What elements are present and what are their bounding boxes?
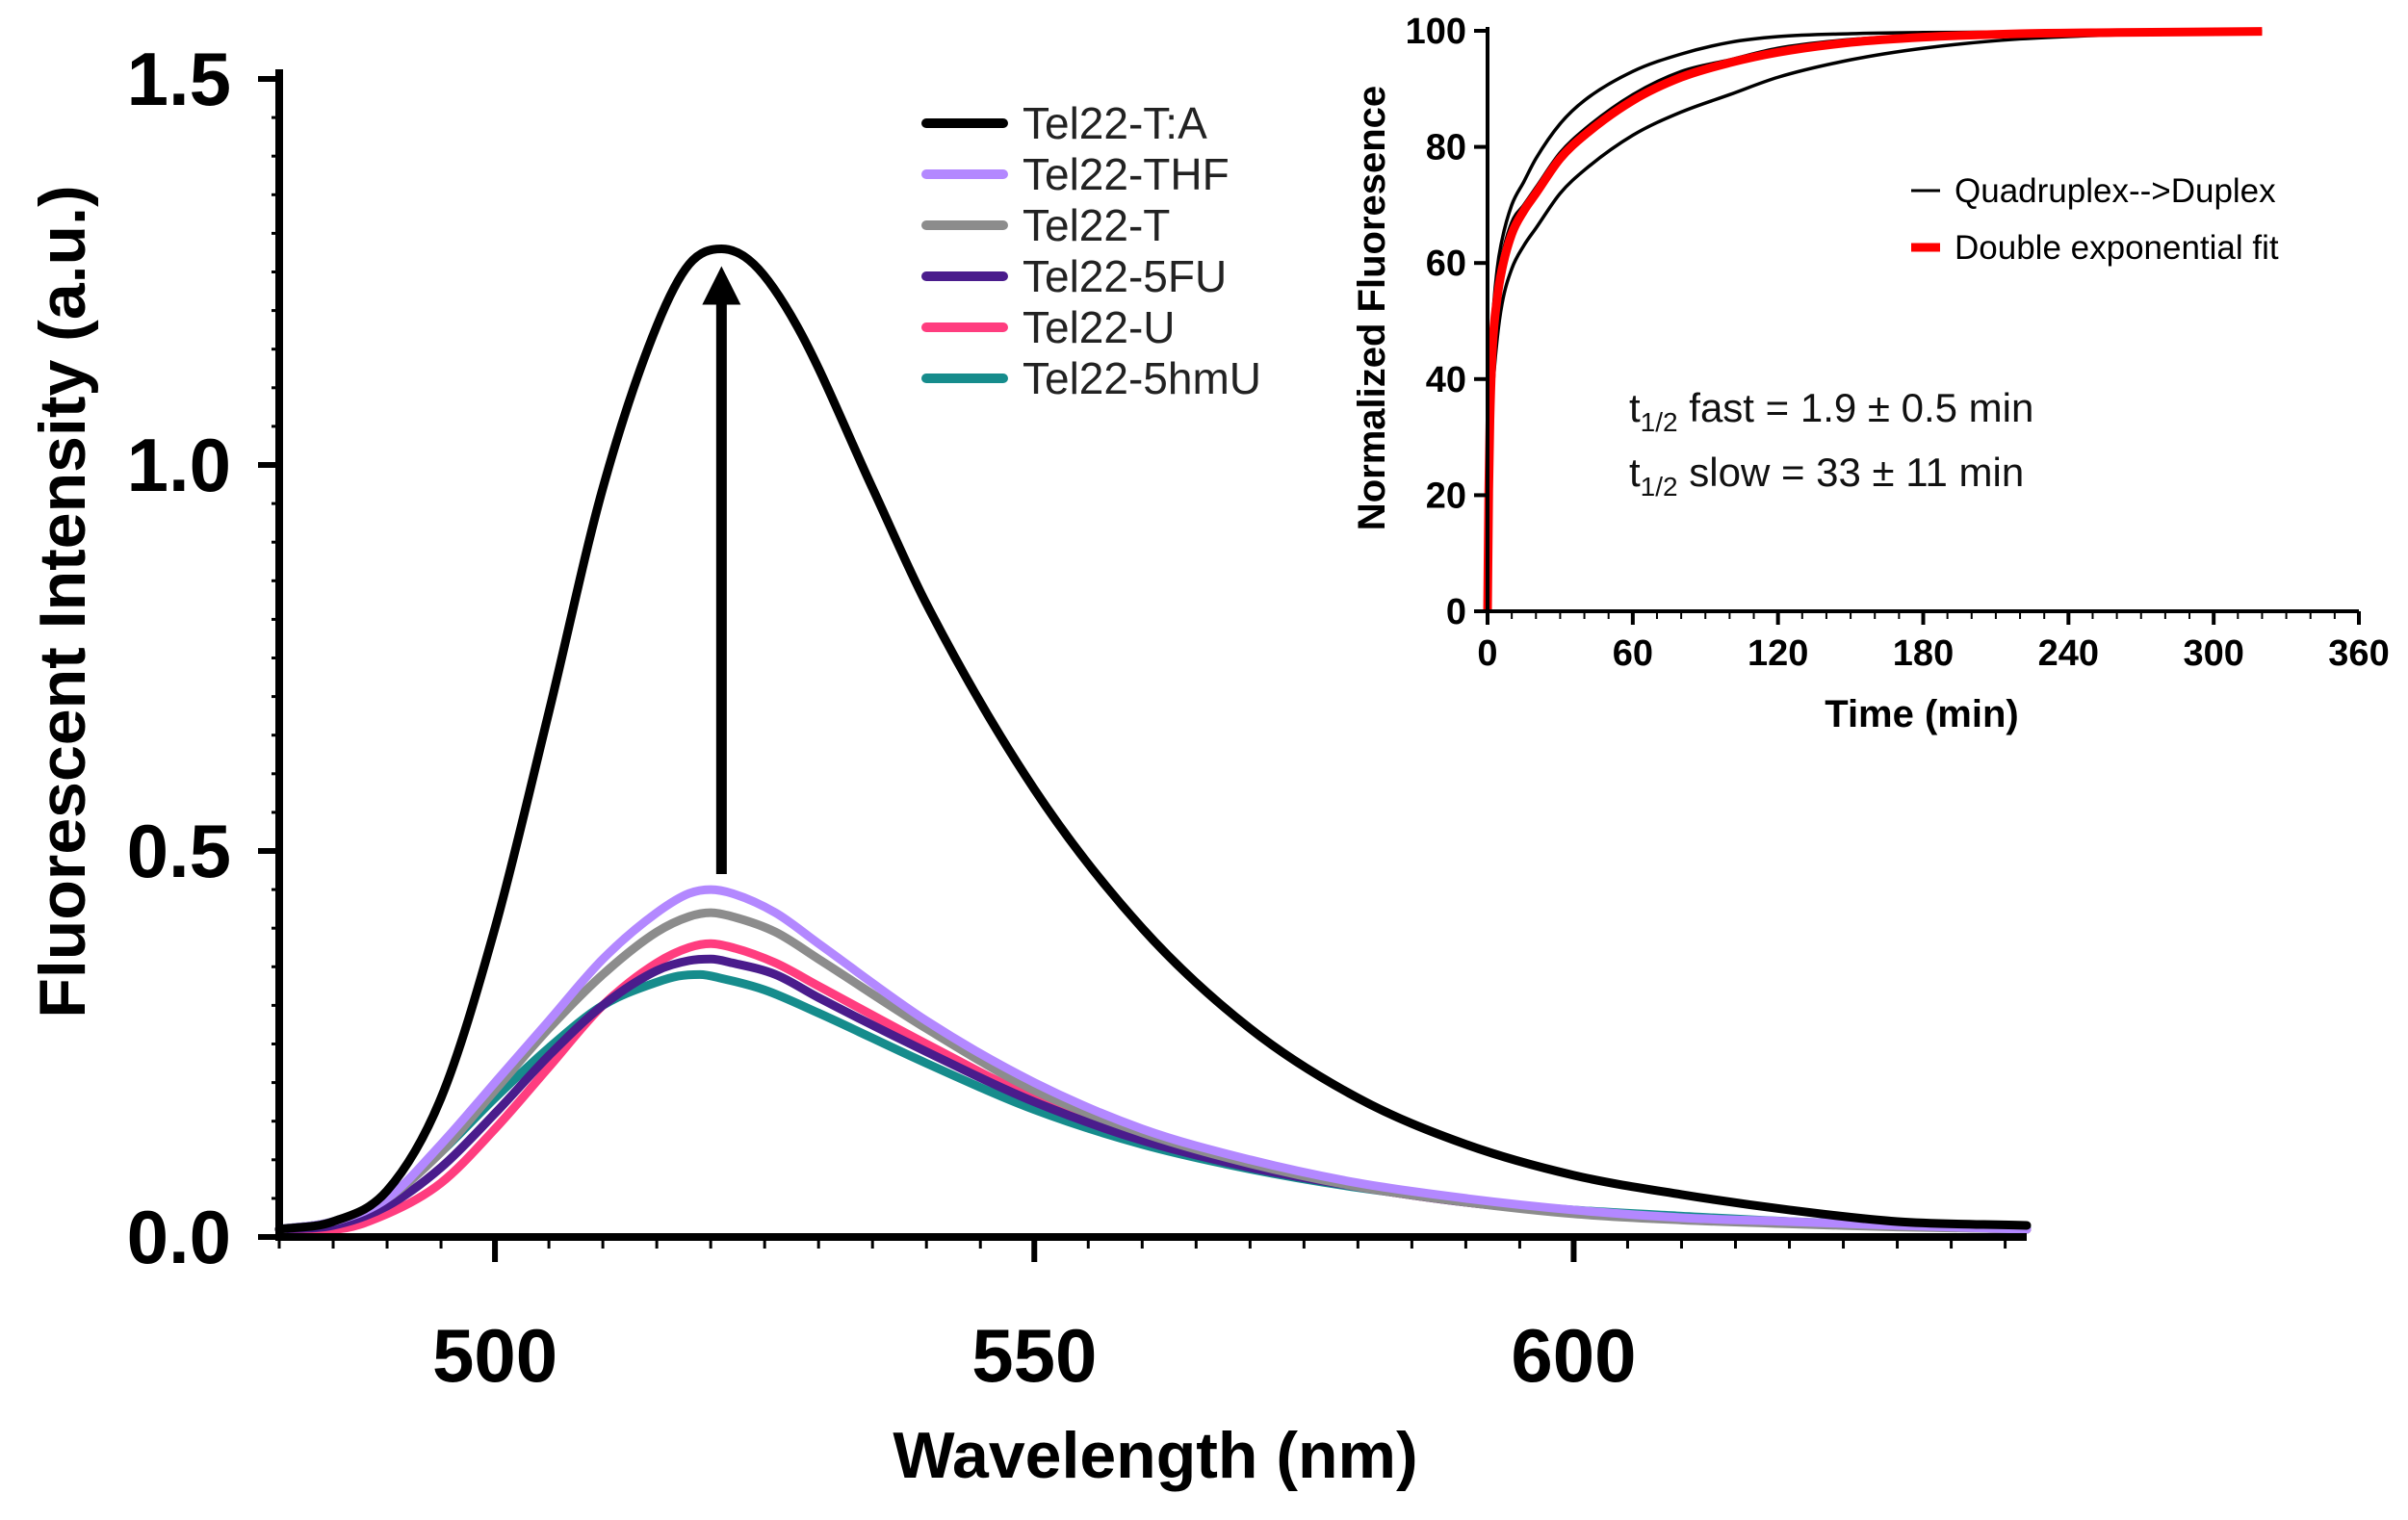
inset-fit-curve bbox=[1483, 27, 2263, 612]
main-legend: Tel22-T:ATel22-THFTel22-TTel22-5FUTel22-… bbox=[921, 98, 1261, 403]
main-axes bbox=[258, 69, 2027, 1262]
main-x-tick-label: 600 bbox=[1511, 1313, 1636, 1398]
half-life-annotations: t1/2 fast = 1.9 ± 0.5 min t1/2 slow = 33 … bbox=[1629, 385, 2033, 502]
inset-y-tick-label: 20 bbox=[1426, 476, 1466, 516]
inset-y-tick-label: 100 bbox=[1406, 12, 1466, 52]
legend-label-tel22-thf: Tel22-THF bbox=[1023, 149, 1230, 199]
series-line-tel22-5hmu bbox=[274, 969, 2032, 1234]
legend-label-tel22-5hmu: Tel22-5hmU bbox=[1023, 353, 1261, 403]
inset-y-axis-title: Normalized Fluoresence bbox=[1351, 86, 1393, 530]
inset-x-tick-label: 360 bbox=[2328, 633, 2389, 674]
main-y-tick-label: 0.0 bbox=[127, 1195, 231, 1279]
inset-x-tick-label: 120 bbox=[1748, 633, 1808, 674]
inset-y-tick-label: 0 bbox=[1446, 592, 1466, 632]
legend-label-tel22-5fu: Tel22-5FU bbox=[1023, 251, 1227, 301]
inset-x-tick-label: 0 bbox=[1477, 633, 1497, 674]
series-line-tel22-u bbox=[274, 939, 2032, 1234]
series-line-tel22-thf bbox=[274, 885, 2032, 1234]
inset-x-tick-label: 180 bbox=[1893, 633, 1954, 674]
half-life-text-1: t1/2 fast = 1.9 ± 0.5 min bbox=[1629, 385, 2033, 437]
main-series-group bbox=[274, 244, 2032, 1234]
legend-label-tel22-u: Tel22-U bbox=[1023, 302, 1176, 352]
main-x-axis-title: Wavelength (nm) bbox=[893, 1419, 1417, 1492]
inset-axes bbox=[1474, 27, 2361, 625]
main-x-tick-label: 550 bbox=[971, 1313, 1097, 1398]
inset-kinetics-chart: 0 20 40 60 80 100 0 60 120 180 240 300 360 Time (min… bbox=[1351, 12, 2390, 735]
legend-label-tel22-t: Tel22-T bbox=[1023, 200, 1170, 250]
main-y-tick-label: 1.5 bbox=[127, 37, 231, 121]
inset-y-tick-label: 60 bbox=[1426, 244, 1466, 284]
inset-x-tick-label: 60 bbox=[1613, 633, 1653, 674]
inset-x-tick-label: 240 bbox=[2038, 633, 2099, 674]
inset-x-axis-title: Time (min) bbox=[1825, 693, 2019, 735]
inset-y-tick-label: 80 bbox=[1426, 128, 1466, 168]
inset-legend: Quadruplex-->Duplex Double exponential fi… bbox=[1911, 172, 2279, 267]
half-life-text-2: t1/2 slow = 33 ± 11 min bbox=[1629, 450, 2024, 502]
inset-y-tick-label: 40 bbox=[1426, 360, 1466, 400]
main-y-tick-label: 0.5 bbox=[127, 809, 231, 893]
legend-label-tel22-t-a: Tel22-T:A bbox=[1023, 98, 1207, 148]
main-y-tick-label: 1.0 bbox=[127, 423, 231, 507]
inset-legend-label-quadruplex-duplex: Quadruplex-->Duplex bbox=[1955, 172, 2276, 210]
inset-x-tick-label: 300 bbox=[2183, 633, 2243, 674]
main-y-axis-title: Fluorescent Intensity (a.u.) bbox=[26, 185, 99, 1018]
main-arrow-annotation bbox=[702, 266, 741, 875]
inset-series-group bbox=[1483, 27, 2263, 612]
inset-legend-label-double-exponential-fit: Double exponential fit bbox=[1955, 229, 2279, 267]
arrow-head bbox=[702, 266, 741, 305]
inset-tick-labels: 0 20 40 60 80 100 0 60 120 180 240 300 360 bbox=[1406, 12, 2390, 674]
series-line-tel22-t-a bbox=[274, 244, 2032, 1234]
series-line-tel22-5fu bbox=[274, 954, 2032, 1234]
main-x-tick-label: 500 bbox=[432, 1313, 557, 1398]
